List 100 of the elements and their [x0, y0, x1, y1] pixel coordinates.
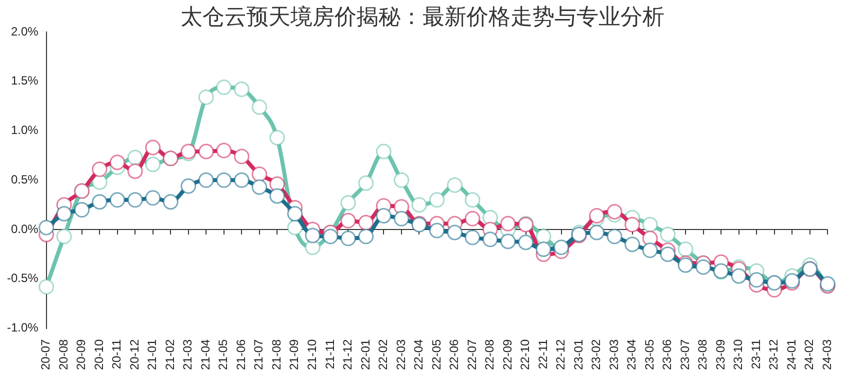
x-tick-label: 23-07 — [678, 338, 692, 370]
point — [394, 172, 410, 188]
point — [624, 216, 640, 232]
point — [304, 228, 320, 244]
point — [358, 228, 374, 244]
x-tick-label: 21-11 — [322, 338, 337, 370]
x-tick-label: 23-11 — [748, 338, 763, 370]
point — [500, 216, 516, 232]
point — [340, 195, 356, 211]
point — [269, 188, 285, 204]
x-tick-label: 20-10 — [92, 338, 106, 370]
point — [180, 178, 196, 194]
x-tick-label: 22-10 — [518, 338, 532, 370]
y-tick-label: 1.0% — [10, 123, 39, 138]
point — [145, 140, 161, 156]
point — [394, 210, 410, 226]
y-tick-label: -0.5% — [6, 271, 39, 286]
point — [624, 236, 640, 252]
point — [252, 99, 268, 115]
point — [92, 162, 108, 178]
point — [358, 214, 374, 230]
x-tick-label: 21-03 — [180, 338, 195, 370]
x-tick-label: 20-07 — [38, 338, 53, 370]
point — [56, 228, 72, 244]
x-tick-label: 21-10 — [304, 338, 319, 370]
x-tick-label: 23-06 — [660, 338, 674, 370]
x-tick-label: 23-12 — [766, 338, 781, 370]
point — [269, 130, 285, 146]
point — [411, 197, 427, 213]
x-tick-label: 21-04 — [198, 338, 212, 370]
point — [56, 206, 72, 222]
x-tick-label: 22-05 — [429, 338, 444, 370]
point — [216, 172, 232, 188]
y-tick-label: 0.5% — [10, 172, 39, 186]
x-tick-label: 22-07 — [464, 338, 479, 370]
point — [748, 272, 764, 288]
x-tick-label: 21-01 — [145, 338, 160, 370]
x-tick-label: 22-08 — [482, 338, 497, 370]
point — [358, 175, 374, 191]
point — [252, 166, 268, 182]
point — [110, 192, 126, 208]
point — [606, 228, 622, 244]
y-tick-label: -1.0% — [6, 320, 39, 335]
point — [145, 156, 161, 172]
x-tick-label: 21-06 — [234, 338, 248, 370]
point — [145, 190, 161, 206]
x-tick-label: 21-12 — [340, 338, 355, 370]
x-tick-label: 23-02 — [589, 338, 604, 370]
x-tick-label: 23-10 — [731, 338, 746, 370]
point — [234, 82, 250, 98]
point — [376, 144, 392, 160]
point — [216, 142, 232, 158]
point — [660, 226, 676, 242]
x-tick-label: 24-03 — [820, 338, 834, 370]
x-tick-label: 23-08 — [696, 338, 710, 370]
y-tick-label: 2.0% — [10, 24, 39, 38]
x-tick-label: 21-09 — [287, 338, 302, 370]
x-tick-label: 22-01 — [358, 338, 372, 370]
point — [464, 192, 480, 208]
point — [127, 164, 143, 180]
point — [464, 230, 480, 246]
point — [287, 220, 303, 236]
point — [589, 208, 605, 224]
point — [74, 202, 90, 218]
point — [127, 192, 143, 208]
point — [482, 232, 498, 248]
x-tick-label: 22-04 — [412, 338, 426, 370]
y-tick-label: 1.5% — [10, 74, 39, 88]
point — [536, 228, 552, 244]
point — [234, 148, 250, 164]
point — [340, 212, 356, 228]
point — [38, 279, 54, 295]
point — [38, 220, 54, 236]
x-tick-label: 23-03 — [606, 338, 621, 370]
point — [731, 268, 747, 284]
point — [252, 179, 268, 195]
x-tick-label: 20-11 — [110, 338, 124, 370]
point — [429, 222, 445, 238]
point — [110, 154, 126, 170]
x-tick-label: 20-08 — [56, 338, 70, 370]
point — [340, 230, 356, 246]
x-tick-label: 24-02 — [802, 338, 816, 370]
point — [287, 206, 303, 222]
point — [216, 80, 232, 96]
point — [678, 242, 694, 258]
point — [464, 210, 480, 226]
x-tick-label: 23-09 — [713, 338, 728, 370]
point — [518, 234, 534, 250]
point — [92, 194, 108, 210]
point — [536, 242, 552, 258]
x-tick-label: 22-09 — [500, 338, 514, 370]
point — [234, 172, 250, 188]
point — [660, 246, 676, 262]
x-tick-label: 21-02 — [162, 338, 177, 370]
x-tick-label: 22-11 — [536, 338, 550, 370]
x-tick-label: 22-02 — [376, 338, 390, 370]
point — [376, 208, 392, 224]
point — [429, 192, 445, 208]
point — [198, 172, 214, 188]
x-tick-label: 20-12 — [127, 338, 142, 370]
